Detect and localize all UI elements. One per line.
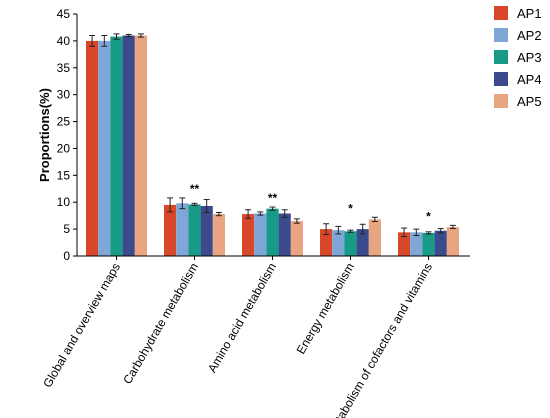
bar-ap4 — [122, 35, 135, 257]
y-tick-label: 20 — [57, 141, 71, 155]
bar-ap3 — [266, 208, 279, 256]
y-tick-label: 25 — [57, 115, 71, 129]
y-tick-label: 35 — [57, 61, 71, 75]
bar-ap2 — [98, 40, 111, 257]
bar-ap5 — [134, 35, 147, 257]
bar-ap2 — [254, 213, 267, 256]
bar-ap3 — [188, 204, 201, 256]
y-tick-label: 10 — [57, 195, 71, 209]
y-tick-label: 40 — [57, 34, 71, 48]
bar-ap4 — [278, 213, 291, 256]
bar-ap1 — [398, 232, 411, 256]
y-tick-label: 45 — [57, 7, 71, 21]
bar-ap5 — [290, 221, 303, 256]
bar-ap1 — [164, 204, 177, 256]
bar-ap2 — [332, 230, 345, 256]
bar-ap1 — [86, 40, 99, 257]
bar-ap5 — [212, 214, 225, 256]
legend-label-ap3: AP3 — [517, 50, 542, 65]
significance-marker: ** — [190, 182, 200, 196]
bar-ap3 — [422, 232, 435, 256]
y-axis: 0 5 10 15 20 25 30 35 40 45 — [57, 7, 78, 263]
legend-swatch-ap2 — [494, 28, 508, 42]
legend-label-ap4: AP4 — [517, 72, 542, 87]
y-tick-label: 5 — [63, 222, 70, 236]
significance-marker: ** — [268, 191, 278, 205]
bar-ap5 — [368, 219, 381, 256]
significance-marker: * — [348, 201, 353, 215]
legend-label-ap1: AP1 — [517, 6, 542, 21]
bar-ap1 — [320, 229, 333, 256]
bar-ap1 — [242, 214, 255, 256]
bar-ap4 — [200, 205, 213, 256]
bar-ap5 — [446, 226, 459, 256]
legend: AP1 AP2 AP3 AP4 AP5 — [494, 6, 542, 109]
x-tick-label: Global and overview maps — [40, 261, 123, 390]
significance-marker: * — [426, 209, 431, 223]
bar-ap2 — [176, 203, 189, 256]
y-tick-label: 0 — [63, 249, 70, 263]
x-tick-label: Carbohydrate metabolism — [120, 261, 201, 387]
x-tick-label: Energy metabolism — [294, 261, 357, 357]
legend-label-ap2: AP2 — [517, 28, 542, 43]
x-tick-label: Amino acid metabolism — [205, 261, 279, 375]
bar-ap2 — [410, 232, 423, 256]
legend-swatch-ap5 — [494, 94, 508, 108]
legend-swatch-ap1 — [494, 6, 508, 20]
bar-ap4 — [356, 229, 369, 256]
legend-label-ap5: AP5 — [517, 94, 542, 109]
bars: ****** — [86, 33, 459, 257]
legend-swatch-ap3 — [494, 50, 508, 64]
bar-ap3 — [344, 231, 357, 256]
bar-ap3 — [110, 36, 123, 256]
bar-ap4 — [434, 230, 447, 256]
legend-swatch-ap4 — [494, 72, 508, 86]
y-axis-label: Proportions(%) — [37, 88, 52, 182]
y-tick-label: 15 — [57, 168, 71, 182]
y-tick-label: 30 — [57, 88, 71, 102]
